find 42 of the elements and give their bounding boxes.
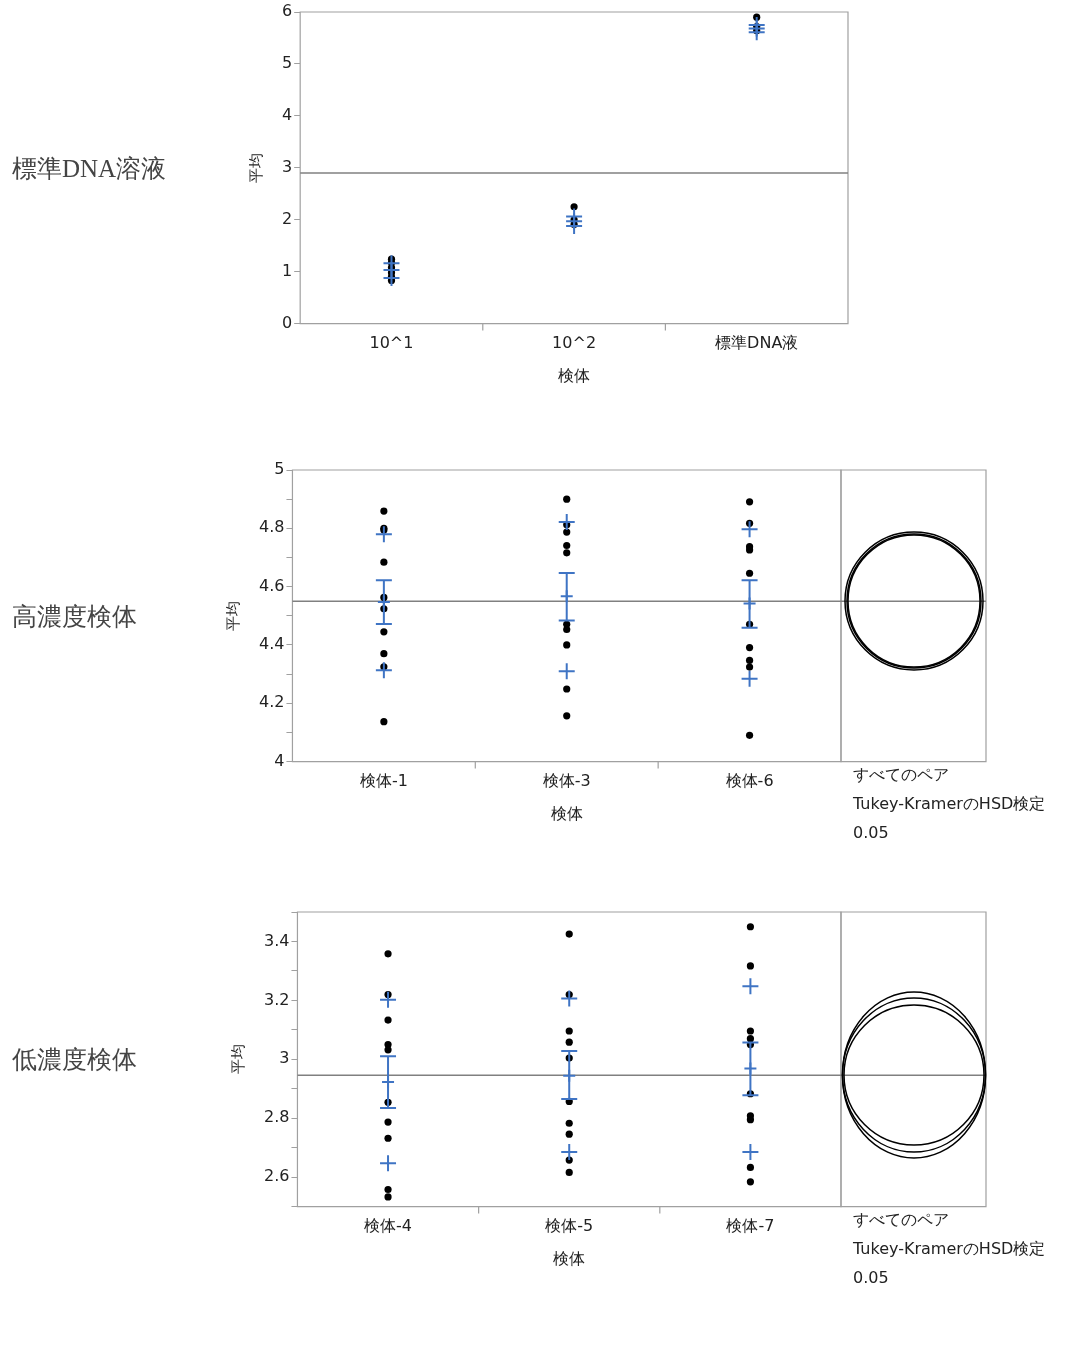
text: 標準DNA溶液	[12, 153, 167, 184]
y-axis-title: 平均	[228, 1044, 247, 1075]
y-tick-label: 3	[279, 1048, 290, 1068]
text: Tukey-KramerのHSD検定	[852, 793, 1046, 813]
y-tick-label: 5	[281, 53, 293, 73]
y-tick-label: 4.6	[258, 575, 285, 595]
x-tick-label: 検体-3	[542, 771, 591, 791]
y-tick-label: 4.2	[258, 692, 285, 712]
text: すべてのペア	[853, 764, 949, 784]
y-tick-label: 1	[281, 260, 293, 280]
y-axis-title: 平均	[223, 600, 242, 631]
x-tick-label: 検体-1	[359, 771, 408, 791]
y-tick-label: 6	[281, 1, 293, 21]
x-axis-title: 検体	[550, 803, 583, 823]
y-tick-label: 3.2	[263, 989, 290, 1009]
text: Tukey-KramerのHSD検定	[852, 1238, 1046, 1258]
y-tick-label: 3	[281, 156, 293, 176]
y-tick-label: 2	[281, 208, 293, 228]
y-tick-label: 0	[281, 312, 293, 332]
text: すべてのペア	[853, 1209, 949, 1229]
y-tick-label: 5	[274, 459, 285, 479]
x-axis-title: 検体	[553, 1248, 586, 1268]
x-tick-label: 検体-6	[725, 771, 774, 791]
text: 低濃度検体	[12, 1045, 137, 1076]
x-tick-label: 10^2	[552, 333, 597, 353]
y-tick-label: 4.8	[258, 517, 285, 537]
y-axis-title: 平均	[246, 152, 265, 183]
x-tick-label: 検体-4	[364, 1216, 413, 1236]
y-tick-label: 2.8	[263, 1107, 290, 1127]
y-tick-label: 2.6	[263, 1166, 290, 1186]
y-tick-label: 4	[281, 105, 293, 125]
y-tick-label: 3.4	[263, 930, 290, 950]
y-tick-label: 4.4	[258, 634, 285, 654]
text: 高濃度検体	[12, 601, 137, 632]
x-axis-title: 検体	[558, 365, 591, 385]
y-tick-label: 4	[274, 750, 285, 770]
x-tick-label: 検体-7	[726, 1216, 775, 1236]
text: 0.05	[853, 1267, 889, 1287]
x-tick-label: 標準DNA液	[715, 333, 799, 353]
x-tick-label: 検体-5	[545, 1216, 594, 1236]
x-tick-label: 10^1	[369, 333, 414, 353]
text: 0.05	[853, 822, 889, 842]
